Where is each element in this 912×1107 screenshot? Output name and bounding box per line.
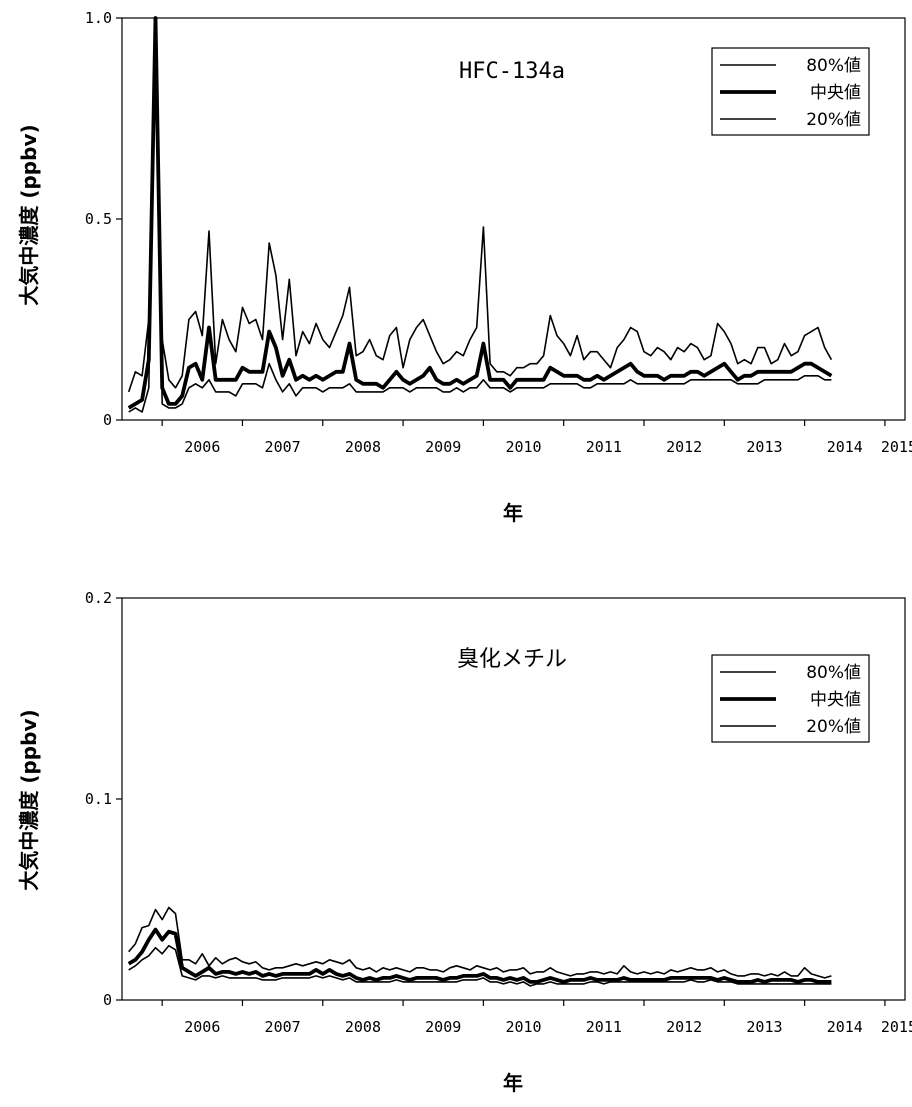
chart2-xtick-label: 2011 [586, 1018, 622, 1036]
chart1-legend-label-2: 20%値 [806, 110, 861, 130]
chart1-xtick-label: 2008 [345, 438, 381, 456]
chart2-ytick-label: 0.1 [85, 790, 112, 808]
chart2-title: 臭化メチル [457, 647, 567, 672]
chart2-legend-label-2: 20%値 [806, 717, 861, 737]
chart1-x-axis-label: 年 [503, 501, 523, 525]
chart2-xtick-label: 2008 [345, 1018, 381, 1036]
chart2-xtick-label: 2006 [184, 1018, 220, 1036]
chart2-xtick-label: 2010 [505, 1018, 541, 1036]
chart1-ytick-label: 0 [103, 411, 112, 429]
chart2-x-axis-label: 年 [503, 1071, 523, 1095]
chart2-legend-label-1: 中央値 [810, 690, 861, 710]
chart1-xtick-label: 2015 [881, 438, 912, 456]
chart2-xtick-label: 2012 [666, 1018, 702, 1036]
chart2-series-2-line [128, 944, 832, 987]
chart1-series-2-line [128, 17, 832, 413]
chart2-xtick-label: 2009 [425, 1018, 461, 1036]
chart-hfc134a: 0 0.5 1.0 2006 2007 2008 2009 2010 2011 2012 2013 2… [0, 0, 912, 540]
chart1-y-axis-label: 大気中濃度 (ppbv) [17, 124, 41, 305]
chart2-series-0-line [128, 906, 832, 979]
chart1-svg: 0 0.5 1.0 2006 2007 2008 2009 2010 2011 2012 2013 2… [17, 9, 912, 525]
chart1-series-0-line [127, 17, 833, 393]
chart1-legend-label-0: 80%値 [806, 56, 861, 76]
chart1-xtick-label: 2014 [827, 438, 863, 456]
chart1-ytick-label: 1.0 [85, 9, 112, 27]
chart2-y-axis-label: 大気中濃度 (ppbv) [17, 709, 41, 890]
chart1-ytick-label: 0.5 [85, 210, 112, 228]
chart2-svg: 0 0.1 0.2 2006 2007 2008 2009 2010 2011 2012 2013 2… [17, 589, 912, 1095]
chart2-ytick-label: 0.2 [85, 589, 112, 607]
chart2-xtick-label: 2014 [827, 1018, 863, 1036]
chart2-xtick-label: 2007 [265, 1018, 301, 1036]
chart2-ytick-label: 0 [103, 991, 112, 1009]
chart2-xtick-label: 2015 [881, 1018, 912, 1036]
chart1-xtick-label: 2010 [505, 438, 541, 456]
chart1-series-1-line [127, 16, 833, 410]
chart2-legend-label-0: 80%値 [806, 663, 861, 683]
chart1-xtick-label: 2007 [265, 438, 301, 456]
chart1-title: HFC-134a [459, 59, 565, 84]
chart2-xtick-label: 2013 [746, 1018, 782, 1036]
chart1-xtick-label: 2009 [425, 438, 461, 456]
chart1-legend-label-1: 中央値 [810, 83, 861, 103]
chart1-xtick-label: 2012 [666, 438, 702, 456]
chart1-xtick-label: 2013 [746, 438, 782, 456]
chart1-xtick-label: 2006 [184, 438, 220, 456]
chart2-series-1-line [127, 927, 832, 984]
chart-methyl-bromide: 0 0.1 0.2 2006 2007 2008 2009 2010 2011 2012 2013 2… [0, 560, 912, 1107]
chart1-xtick-label: 2011 [586, 438, 622, 456]
